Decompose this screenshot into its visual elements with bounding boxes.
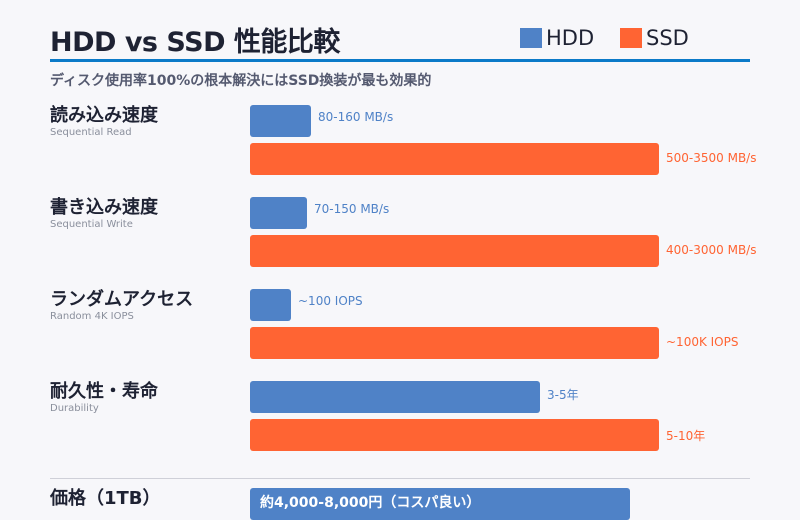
category-label: 書き込み速度	[50, 197, 158, 218]
value-label-ssd: 500-3500 MB/s	[666, 151, 757, 165]
category-label: 読み込み速度	[50, 105, 158, 126]
bar-hdd	[250, 289, 291, 321]
category-sublabel: Sequential Write	[50, 219, 133, 230]
category-price: 価格（1TB）	[50, 484, 161, 510]
title-rule	[50, 59, 750, 62]
chart-title: HDD vs SSD 性能比較	[50, 27, 340, 58]
bar-ssd	[250, 419, 659, 451]
value-label-hdd: ~100 IOPS	[298, 294, 363, 308]
value-label-ssd: ~100K IOPS	[666, 335, 739, 349]
legend-ssd: SSD	[620, 26, 689, 50]
value-label-hdd: 70-150 MB/s	[314, 202, 390, 216]
legend-label-ssd: SSD	[646, 26, 689, 50]
bar-hdd	[250, 381, 540, 413]
category-1: 書き込み速度 Sequential Write	[50, 193, 158, 230]
legend-label-hdd: HDD	[546, 26, 595, 50]
bar-label: 約4,000-8,000円（コスパ良い）	[260, 495, 481, 511]
bar-price-hdd: 約4,000-8,000円（コスパ良い）	[250, 488, 630, 520]
divider	[50, 478, 750, 479]
category-3: 耐久性・寿命 Durability	[50, 377, 158, 414]
legend-swatch-hdd	[520, 28, 542, 48]
value-label-ssd: 5-10年	[666, 429, 706, 443]
legend-swatch-ssd	[620, 28, 642, 48]
category-sublabel: Random 4K IOPS	[50, 311, 134, 322]
category-sublabel: Durability	[50, 403, 99, 414]
value-label-hdd: 80-160 MB/s	[318, 110, 394, 124]
bar-ssd	[250, 235, 659, 267]
bar-hdd	[250, 197, 307, 229]
category-sublabel: Sequential Read	[50, 127, 132, 138]
value-label-ssd: 400-3000 MB/s	[666, 243, 757, 257]
category-label: 価格（1TB）	[50, 488, 161, 509]
bar-hdd	[250, 105, 311, 137]
subtitle: ディスク使用率100%の根本解決にはSSD換装が最も効果的	[50, 73, 432, 89]
value-label-hdd: 3-5年	[547, 388, 579, 402]
category-label: 耐久性・寿命	[50, 381, 158, 402]
bar-ssd	[250, 327, 659, 359]
category-label: ランダムアクセス	[50, 289, 194, 310]
category-0: 読み込み速度 Sequential Read	[50, 101, 158, 138]
bar-ssd	[250, 143, 659, 175]
legend-hdd: HDD	[520, 26, 594, 50]
category-2: ランダムアクセス Random 4K IOPS	[50, 285, 193, 322]
